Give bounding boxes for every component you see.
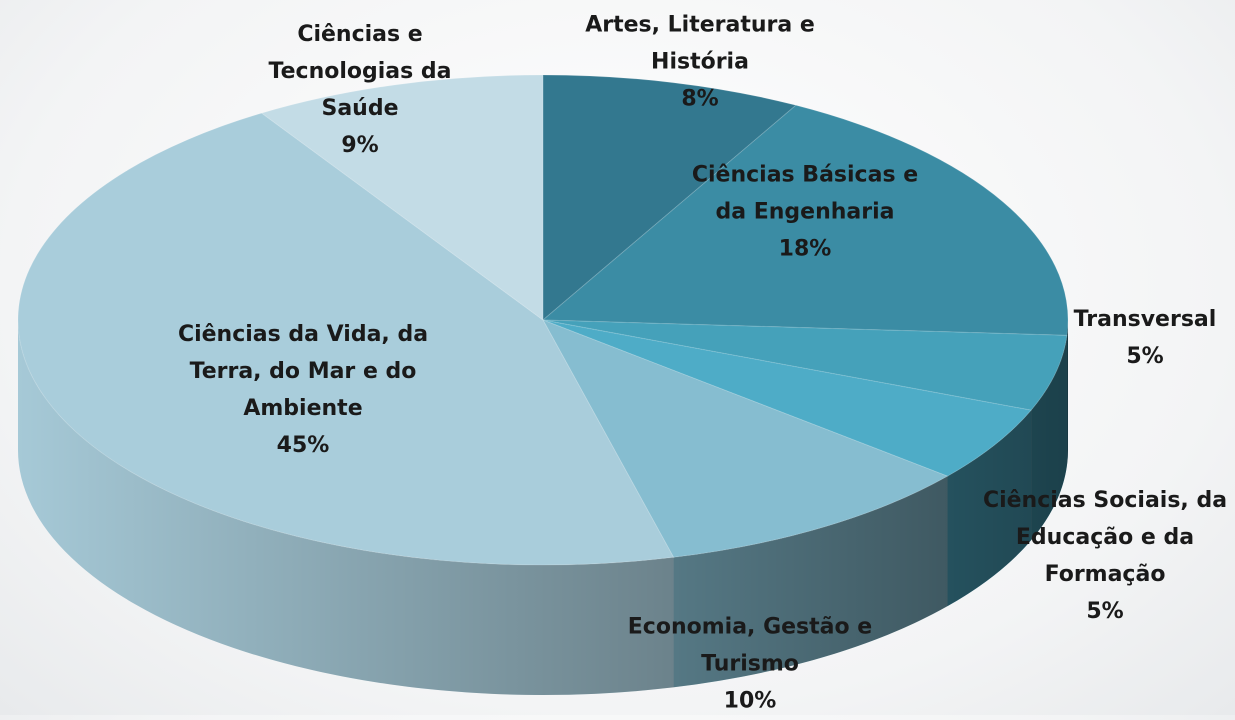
value-label: 18% bbox=[778, 236, 832, 262]
category-label: Ciências da Vida, da Terra, do Mar e do … bbox=[177, 322, 429, 421]
slice bbox=[541, 319, 949, 558]
category-label: Ciências Sociais, da Educação e da Forma… bbox=[982, 488, 1228, 587]
value-label: 45% bbox=[276, 433, 330, 458]
slice-label: Transversal 5% bbox=[1070, 301, 1220, 375]
slice-label: Ciências e Tecnologias da Saúde 9% bbox=[260, 16, 460, 164]
slice-label: Ciências Básicas e da Engenharia 18% bbox=[690, 157, 920, 268]
slice bbox=[17, 112, 675, 566]
value-label: 5% bbox=[1086, 599, 1124, 624]
category-label: Economia, Gestão e Turismo bbox=[627, 614, 873, 677]
value-label: 8% bbox=[681, 86, 719, 112]
value-label: 9% bbox=[341, 133, 379, 158]
category-label: Artes, Literatura e História bbox=[585, 12, 815, 75]
value-label: 5% bbox=[1126, 344, 1164, 369]
slice bbox=[260, 74, 544, 321]
slice bbox=[542, 319, 1068, 411]
category-label: Ciências e Tecnologias da Saúde bbox=[268, 22, 452, 121]
slice bbox=[542, 74, 797, 322]
slice-label: Artes, Literatura e História 8% bbox=[575, 7, 825, 118]
category-label: Ciências Básicas e da Engenharia bbox=[691, 162, 919, 225]
slice-label: Economia, Gestão e Turismo 10% bbox=[610, 609, 890, 720]
slice bbox=[542, 319, 1033, 477]
side-shade bbox=[18, 320, 1068, 695]
slice bbox=[541, 104, 1069, 336]
slice-label: Ciências Sociais, da Educação e da Forma… bbox=[970, 482, 1235, 630]
slice-label: Ciências da Vida, da Terra, do Mar e do … bbox=[163, 316, 443, 464]
category-label: Transversal bbox=[1073, 307, 1217, 332]
value-label: 10% bbox=[723, 688, 777, 714]
